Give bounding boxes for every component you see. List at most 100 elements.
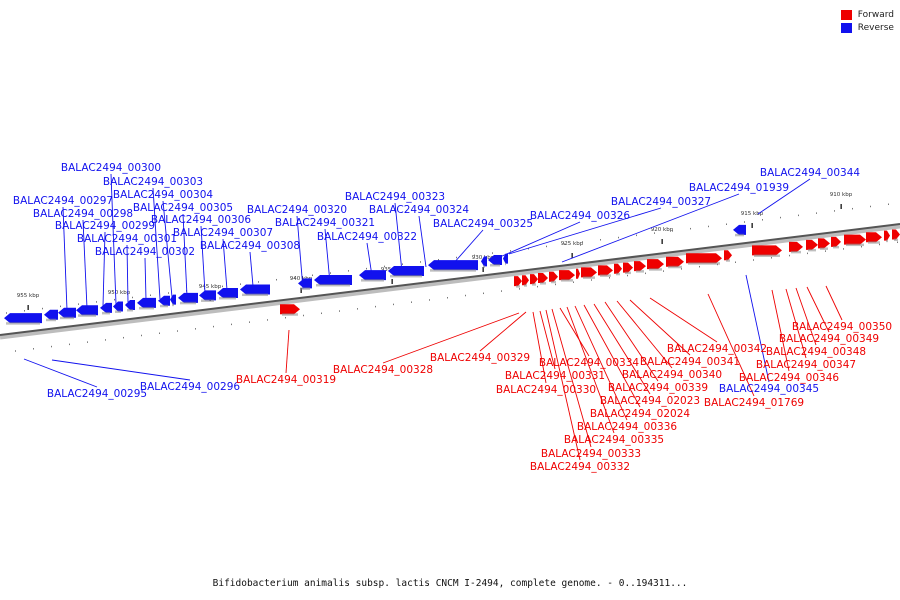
forward-gene-arrow[interactable] bbox=[634, 261, 646, 273]
reverse-gene-arrow[interactable] bbox=[240, 284, 270, 297]
forward-gene-label[interactable]: BALAC2494_00342 bbox=[667, 343, 767, 355]
forward-gene-label[interactable]: BALAC2494_00335 bbox=[564, 434, 664, 446]
forward-gene-label[interactable]: BALAC2494_00349 bbox=[779, 333, 879, 345]
forward-gene-label[interactable]: BALAC2494_00332 bbox=[530, 461, 630, 473]
reverse-leader-line bbox=[394, 202, 403, 273]
reverse-gene-arrow[interactable] bbox=[170, 294, 176, 307]
forward-gene-arrow[interactable] bbox=[789, 241, 803, 254]
forward-gene-arrow[interactable] bbox=[844, 234, 866, 247]
axis-minor-tick bbox=[744, 221, 745, 223]
reverse-gene-label[interactable]: BALAC2494_00305 bbox=[133, 202, 233, 214]
reverse-leader-line bbox=[418, 215, 427, 268]
reverse-gene-label[interactable]: BALAC2494_00326 bbox=[530, 210, 631, 222]
forward-gene-label[interactable]: BALAC2494_00334 bbox=[539, 357, 640, 369]
forward-gene-label[interactable]: BALAC2494_00346 bbox=[739, 372, 840, 384]
forward-gene-arrow[interactable] bbox=[530, 274, 538, 286]
forward-gene-label[interactable]: BALAC2494_00331 bbox=[505, 370, 605, 382]
forward-gene-label[interactable]: BALAC2494_01769 bbox=[704, 397, 804, 409]
reverse-gene-label[interactable]: BALAC2494_00322 bbox=[317, 231, 417, 243]
axis-minor-tick bbox=[411, 301, 412, 303]
forward-gene-arrow[interactable] bbox=[806, 239, 818, 252]
reverse-gene-label[interactable]: BALAC2494_00308 bbox=[200, 240, 300, 252]
reverse-gene-label[interactable]: BALAC2494_00345 bbox=[719, 383, 819, 395]
forward-gene-arrow[interactable] bbox=[686, 253, 722, 265]
reverse-gene-label[interactable]: BALAC2494_00306 bbox=[151, 214, 252, 226]
reverse-gene-arrow[interactable] bbox=[178, 292, 198, 305]
reverse-gene-arrow[interactable] bbox=[113, 301, 123, 313]
forward-gene-arrow[interactable] bbox=[831, 236, 841, 249]
forward-gene-arrow[interactable] bbox=[280, 304, 300, 316]
reverse-gene-arrow[interactable] bbox=[481, 256, 487, 268]
reverse-gene-arrow[interactable] bbox=[488, 254, 502, 267]
forward-gene-label[interactable]: BALAC2494_02023 bbox=[600, 395, 700, 407]
forward-gene-arrow[interactable] bbox=[666, 256, 684, 269]
reverse-gene-label[interactable]: BALAC2494_00304 bbox=[113, 189, 214, 201]
forward-gene-arrow[interactable] bbox=[538, 273, 548, 285]
reverse-gene-label[interactable]: BALAC2494_01939 bbox=[689, 182, 789, 194]
reverse-gene-arrow[interactable] bbox=[733, 224, 746, 237]
reverse-gene-arrow[interactable] bbox=[503, 253, 508, 266]
reverse-gene-label[interactable]: BALAC2494_00303 bbox=[103, 176, 203, 188]
forward-gene-arrow[interactable] bbox=[884, 230, 890, 243]
forward-gene-label[interactable]: BALAC2494_00333 bbox=[541, 448, 641, 460]
forward-gene-label[interactable]: BALAC2494_00339 bbox=[608, 382, 708, 394]
reverse-gene-label[interactable]: BALAC2494_00344 bbox=[760, 167, 861, 179]
reverse-gene-arrow[interactable] bbox=[100, 302, 112, 315]
reverse-gene-arrow[interactable] bbox=[76, 305, 98, 317]
reverse-gene-arrow[interactable] bbox=[314, 274, 352, 287]
forward-gene-arrow[interactable] bbox=[866, 232, 882, 244]
reverse-gene-label[interactable]: BALAC2494_00323 bbox=[345, 191, 445, 203]
forward-gene-label[interactable]: BALAC2494_00329 bbox=[430, 352, 530, 364]
reverse-gene-label[interactable]: BALAC2494_00320 bbox=[247, 204, 347, 216]
forward-gene-arrow[interactable] bbox=[549, 271, 558, 284]
forward-gene-arrow[interactable] bbox=[752, 245, 782, 257]
reverse-gene-label[interactable]: BALAC2494_00299 bbox=[55, 220, 155, 232]
forward-gene-arrow[interactable] bbox=[581, 267, 597, 279]
reverse-gene-arrow[interactable] bbox=[199, 290, 216, 302]
reverse-gene-label[interactable]: BALAC2494_00297 bbox=[13, 195, 113, 207]
reverse-gene-arrow[interactable] bbox=[44, 309, 58, 322]
reverse-gene-arrow[interactable] bbox=[137, 297, 156, 310]
forward-gene-arrow[interactable] bbox=[598, 265, 613, 277]
forward-gene-label[interactable]: BALAC2494_00341 bbox=[640, 356, 740, 368]
forward-gene-arrow[interactable] bbox=[623, 262, 633, 275]
reverse-gene-arrow[interactable] bbox=[4, 313, 42, 325]
forward-gene-arrow[interactable] bbox=[892, 229, 900, 242]
forward-gene-arrow[interactable] bbox=[559, 270, 575, 282]
forward-gene-arrow[interactable] bbox=[514, 276, 522, 288]
reverse-gene-label[interactable]: BALAC2494_00302 bbox=[95, 246, 195, 258]
reverse-gene-arrow[interactable] bbox=[298, 278, 312, 290]
forward-gene-label[interactable]: BALAC2494_00319 bbox=[236, 374, 336, 386]
forward-gene-arrow[interactable] bbox=[724, 250, 732, 262]
forward-gene-label[interactable]: BALAC2494_02024 bbox=[590, 408, 691, 420]
reverse-gene-label[interactable]: BALAC2494_00296 bbox=[140, 381, 241, 393]
forward-gene-label[interactable]: BALAC2494_00350 bbox=[792, 321, 892, 333]
forward-gene-arrow[interactable] bbox=[818, 238, 830, 250]
reverse-gene-label[interactable]: BALAC2494_00300 bbox=[61, 162, 161, 174]
reverse-gene-arrow[interactable] bbox=[359, 270, 386, 282]
forward-gene-arrow[interactable] bbox=[647, 259, 664, 271]
reverse-gene-arrow[interactable] bbox=[58, 307, 76, 320]
reverse-gene-label[interactable]: BALAC2494_00298 bbox=[33, 208, 133, 220]
reverse-gene-arrow[interactable] bbox=[388, 265, 424, 278]
forward-gene-label[interactable]: BALAC2494_00328 bbox=[333, 364, 433, 376]
reverse-gene-label[interactable]: BALAC2494_00321 bbox=[275, 217, 375, 229]
forward-gene-arrow[interactable] bbox=[576, 268, 580, 279]
forward-gene-label[interactable]: BALAC2494_00340 bbox=[622, 369, 722, 381]
forward-gene-label[interactable]: BALAC2494_00347 bbox=[756, 359, 856, 371]
reverse-gene-label[interactable]: BALAC2494_00301 bbox=[77, 233, 177, 245]
reverse-gene-arrow[interactable] bbox=[158, 295, 170, 308]
forward-gene-label[interactable]: BALAC2494_00330 bbox=[496, 384, 596, 396]
reverse-gene-arrow[interactable] bbox=[125, 299, 135, 312]
reverse-gene-label[interactable]: BALAC2494_00295 bbox=[47, 388, 147, 400]
reverse-gene-label[interactable]: BALAC2494_00325 bbox=[433, 218, 533, 230]
reverse-gene-arrow[interactable] bbox=[428, 260, 478, 272]
reverse-gene-label[interactable]: BALAC2494_00307 bbox=[173, 227, 273, 239]
forward-gene-label[interactable]: BALAC2494_00348 bbox=[766, 346, 866, 358]
forward-gene-arrow[interactable] bbox=[614, 263, 622, 276]
reverse-gene-arrow[interactable] bbox=[217, 287, 238, 300]
forward-gene-arrow[interactable] bbox=[522, 275, 529, 287]
forward-gene-label[interactable]: BALAC2494_00336 bbox=[577, 421, 678, 433]
reverse-gene-label[interactable]: BALAC2494_00327 bbox=[611, 196, 711, 208]
reverse-gene-label[interactable]: BALAC2494_00324 bbox=[369, 204, 470, 216]
